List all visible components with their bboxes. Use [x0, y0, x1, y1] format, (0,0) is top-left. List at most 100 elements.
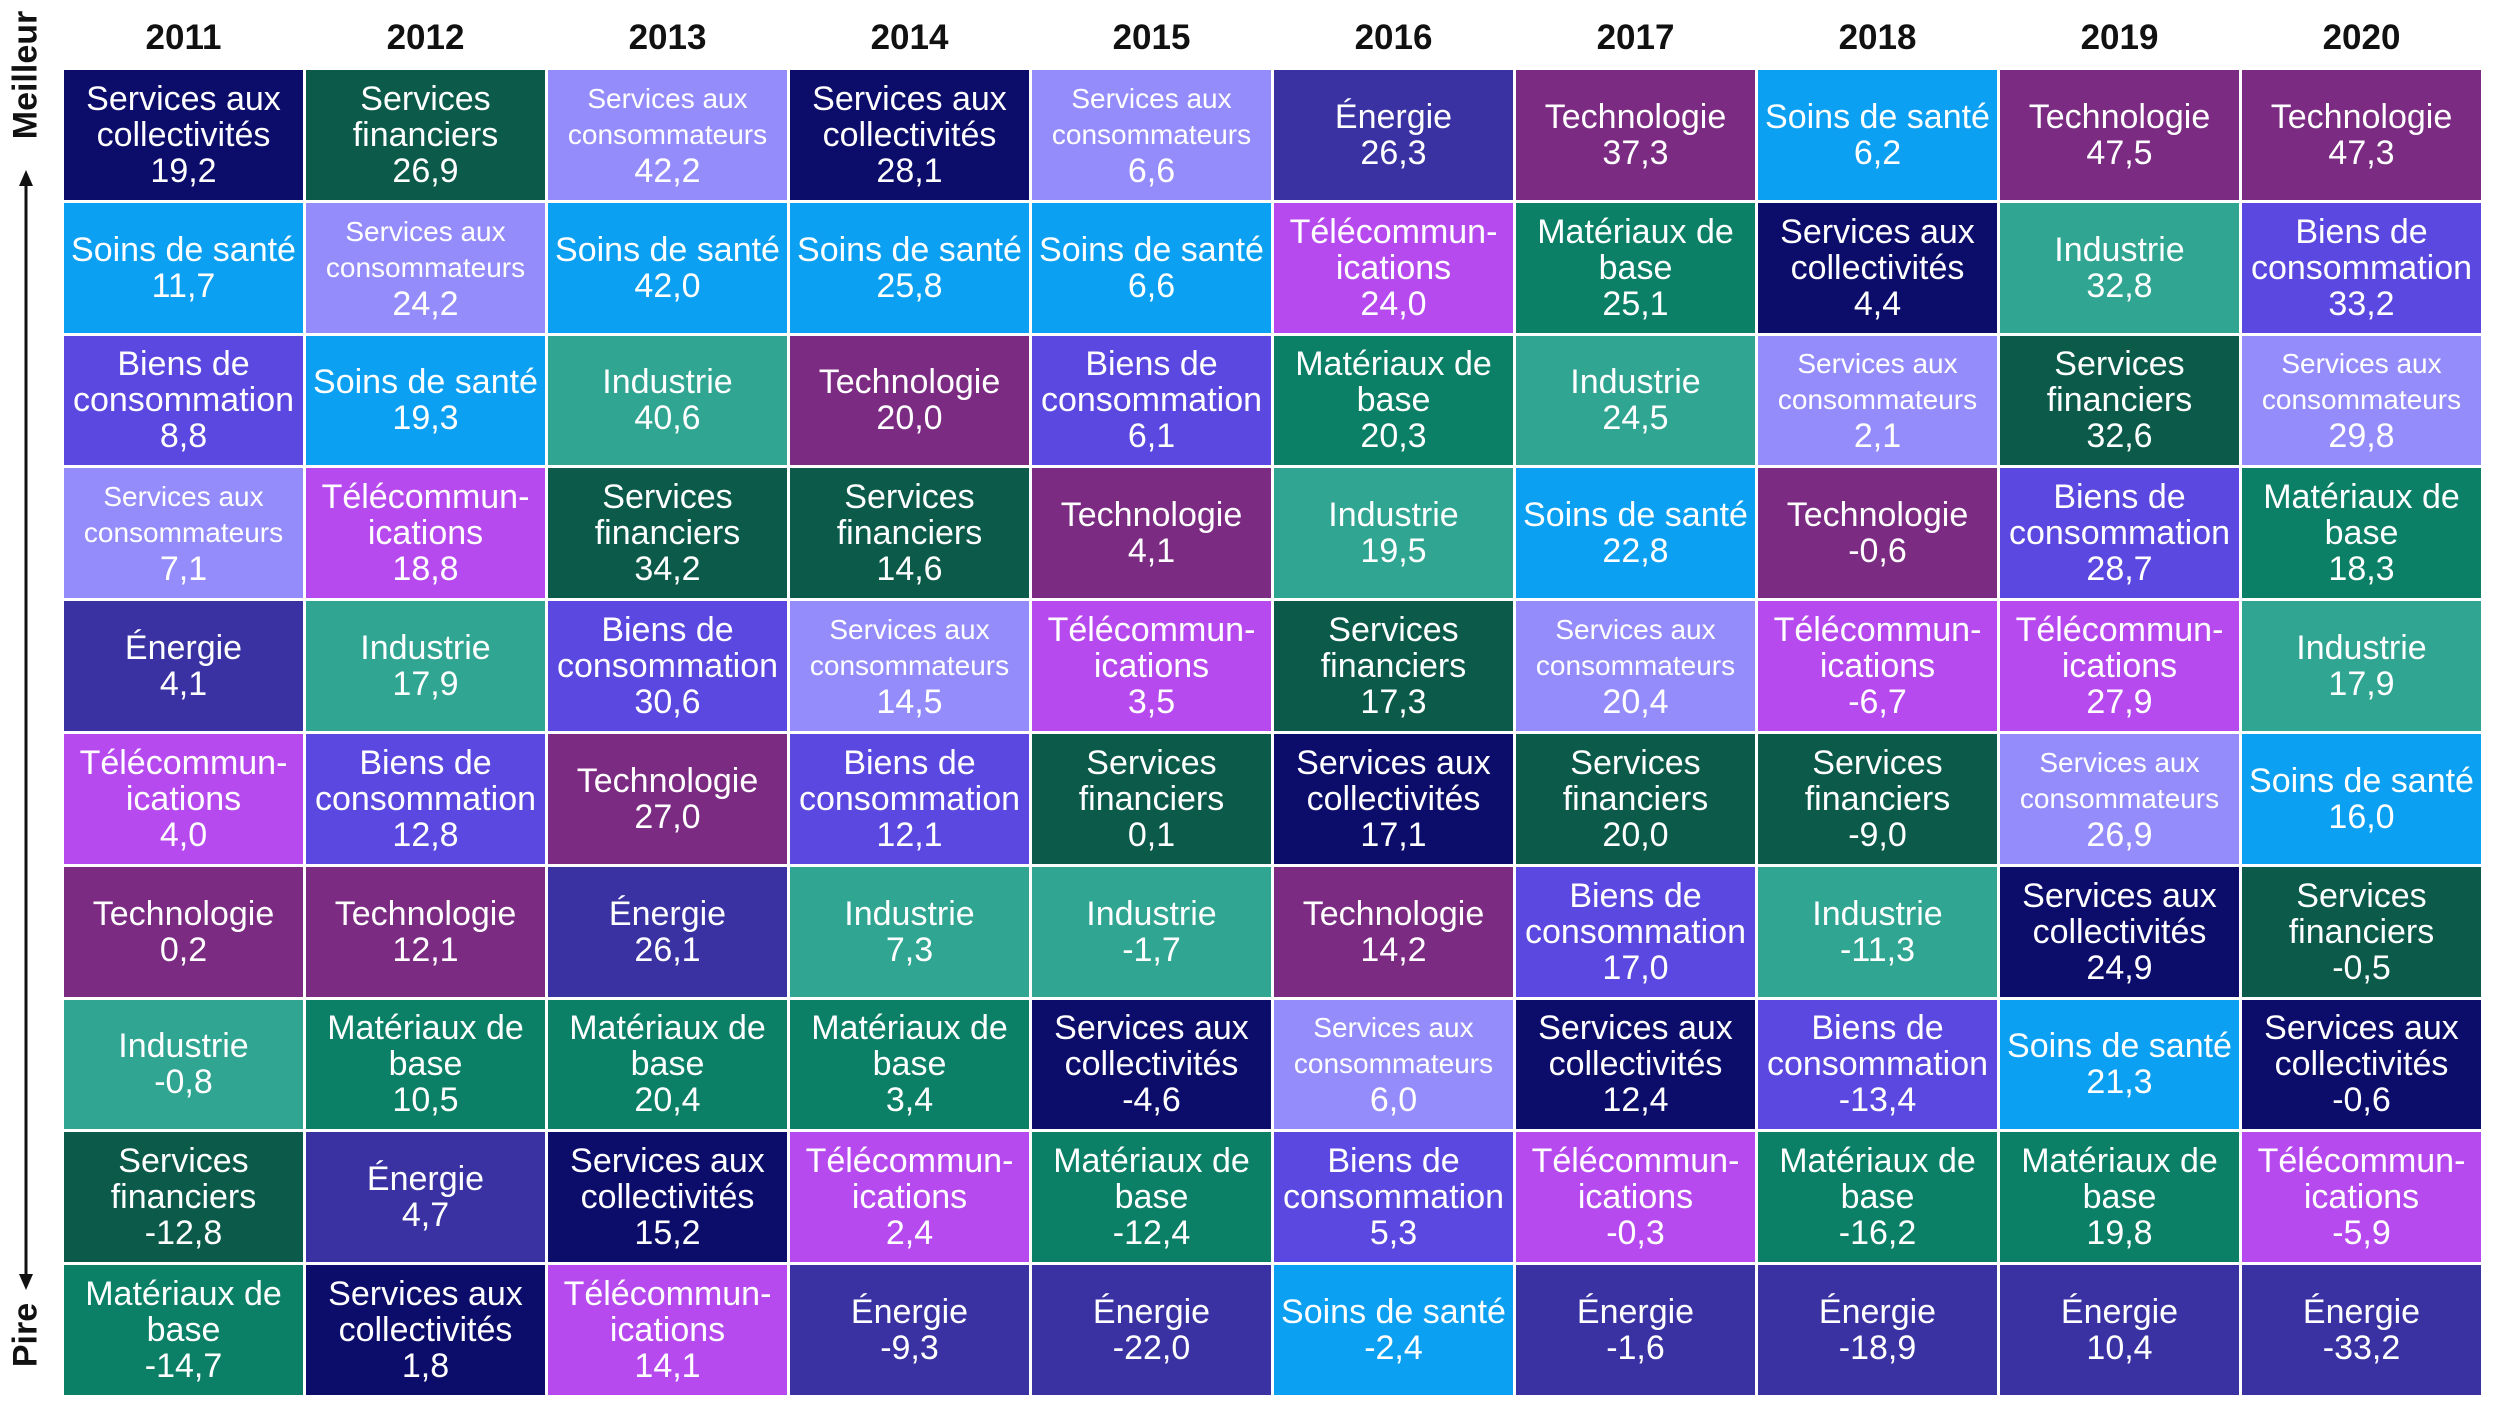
sector-cell: Soins de santé 25,8 [790, 202, 1029, 333]
sector-return-value: -14,7 [144, 1347, 223, 1386]
sector-return-value: 26,9 [392, 151, 459, 190]
sector-name: Matériaux de base [1779, 1142, 1976, 1217]
sector-cell: Industrie 7,3 [790, 866, 1029, 997]
year-header: 2018 [1838, 18, 1917, 57]
sector-cell: Télécommun- ications -6,7 [1758, 601, 1997, 731]
sector-cell: Énergie -22,0 [1032, 1265, 1271, 1395]
sector-cell: Énergie -18,9 [1758, 1265, 1997, 1395]
sector-cell: Biens de consommation 17,0 [1516, 866, 1755, 997]
sector-cell: Biens de consommation 12,1 [790, 734, 1029, 864]
sector-name: Matériaux de base [327, 1009, 524, 1084]
sector-name: Services aux consommateurs [2019, 746, 2220, 814]
sector-return-value: -0,6 [1848, 532, 1907, 571]
sector-cell: Services aux collectivités 28,1 [790, 70, 1029, 200]
sector-cell: Services financiers -0,5 [2242, 866, 2481, 997]
sector-return-value: -0,5 [2332, 948, 2391, 987]
sector-return-value: 8,8 [159, 417, 208, 456]
sector-cell: Biens de consommation 28,7 [2000, 468, 2239, 599]
sector-return-value: 4,1 [159, 665, 208, 704]
sector-name: Technologie [1060, 496, 1243, 535]
sector-return-value: 17,3 [1360, 683, 1427, 722]
sector-name: Énergie [850, 1293, 969, 1332]
sector-name: Biens de consommation [72, 345, 295, 420]
sector-cell: Technologie 47,3 [2242, 70, 2481, 200]
sector-cell: Matériaux de base 25,1 [1516, 202, 1755, 333]
sector-name: Services financiers [1078, 743, 1225, 818]
sector-name: Technologie [576, 761, 759, 800]
sector-name: Soins de santé [313, 363, 538, 402]
sector-cell: Services aux consommateurs 7,1 [64, 468, 303, 599]
sector-cell: Services financiers 20,0 [1516, 734, 1755, 864]
sector-cell: Matériaux de base 20,3 [1274, 335, 1513, 466]
sector-return-value: 26,3 [1360, 133, 1427, 172]
sector-cell: Biens de consommation 33,2 [2242, 202, 2481, 333]
sector-cell: Technologie -0,6 [1758, 468, 1997, 599]
sector-name: Soins de santé [2007, 1027, 2232, 1066]
sector-return-value: 20,4 [1602, 683, 1669, 722]
sector-cell: Matériaux de base 10,5 [306, 999, 545, 1130]
sector-name: Services financiers [2046, 345, 2193, 420]
sector-cell: Soins de santé 19,3 [306, 335, 545, 466]
sector-return-value: 10,4 [2086, 1329, 2153, 1368]
sector-return-value: 26,1 [634, 930, 701, 969]
sector-return-value: 0,2 [159, 930, 208, 969]
sector-cell: Énergie -1,6 [1516, 1265, 1755, 1395]
sector-cell: Soins de santé 42,0 [548, 202, 787, 333]
sector-cell: Services aux collectivités 1,8 [306, 1265, 545, 1395]
sector-cell: Industrie 40,6 [548, 335, 787, 466]
sector-cell: Biens de consommation -13,4 [1758, 999, 1997, 1130]
sector-name: Services aux consommateurs [809, 614, 1010, 682]
sector-name: Industrie [118, 1027, 249, 1066]
sector-name: Services aux consommateurs [83, 481, 284, 549]
sector-return-value: 4,4 [1853, 284, 1902, 323]
sector-cell: Énergie 4,1 [64, 601, 303, 731]
sector-name: Télécommun- ications [1773, 611, 1982, 686]
sector-cell: Services aux collectivités -4,6 [1032, 999, 1271, 1130]
sector-name: Services financiers [836, 478, 983, 553]
sector-cell: Énergie -33,2 [2242, 1265, 2481, 1395]
sector-cell: Services aux consommateurs 20,4 [1516, 601, 1755, 731]
sector-name: Services aux collectivités [328, 1275, 523, 1350]
sector-name: Biens de consommation [2008, 478, 2231, 553]
sector-cell: Soins de santé 21,3 [2000, 999, 2239, 1130]
sector-return-value: 1,8 [401, 1347, 450, 1386]
sector-return-value: -9,3 [880, 1329, 939, 1368]
sector-name: Énergie [366, 1160, 485, 1199]
sector-cell: Technologie 4,1 [1032, 468, 1271, 599]
sector-cell: Matériaux de base 3,4 [790, 999, 1029, 1130]
sector-name: Services financiers [110, 1142, 257, 1217]
sector-name: Services aux collectivités [2022, 876, 2217, 951]
sector-return-value: 12,8 [392, 815, 459, 854]
sector-return-value: 37,3 [1602, 133, 1669, 172]
sector-name: Soins de santé [1281, 1293, 1506, 1332]
sector-name: Télécommun- ications [1289, 212, 1498, 287]
rank-arrow [19, 170, 33, 1290]
sector-return-value: -5,9 [2332, 1214, 2391, 1253]
sector-return-value: 5,3 [1369, 1214, 1418, 1253]
sector-cell: Industrie 32,8 [2000, 202, 2239, 333]
sector-cell: Industrie 24,5 [1516, 335, 1755, 466]
sector-cell: Énergie 10,4 [2000, 1265, 2239, 1395]
sector-return-value: -2,4 [1364, 1329, 1423, 1368]
sector-cell: Biens de consommation 6,1 [1032, 335, 1271, 466]
sector-name: Matériaux de base [569, 1009, 766, 1084]
year-header: 2020 [2322, 18, 2401, 57]
sector-return-value: -12,4 [1112, 1214, 1191, 1253]
sector-name: Soins de santé [797, 230, 1022, 269]
sector-cell: Soins de santé 11,7 [64, 202, 303, 333]
sector-name: Services financiers [352, 79, 499, 154]
year-header: 2011 [145, 18, 222, 57]
sector-return-value: -4,6 [1122, 1081, 1181, 1120]
sector-return-value: 22,8 [1602, 532, 1669, 571]
sector-name: Énergie [1576, 1293, 1695, 1332]
sector-cell: Services aux collectivités 12,4 [1516, 999, 1755, 1130]
sector-name: Services financiers [2288, 876, 2435, 951]
sector-cell: Technologie 20,0 [790, 335, 1029, 466]
sector-name: Biens de consommation [798, 743, 1021, 818]
sector-return-value: 2,4 [885, 1214, 934, 1253]
sector-name: Énergie [1334, 97, 1453, 136]
sector-name: Matériaux de base [1053, 1142, 1250, 1217]
sector-return-value: 21,3 [2086, 1063, 2153, 1102]
sector-name: Services aux consommateurs [1051, 82, 1252, 150]
sector-return-value: 20,4 [634, 1081, 701, 1120]
